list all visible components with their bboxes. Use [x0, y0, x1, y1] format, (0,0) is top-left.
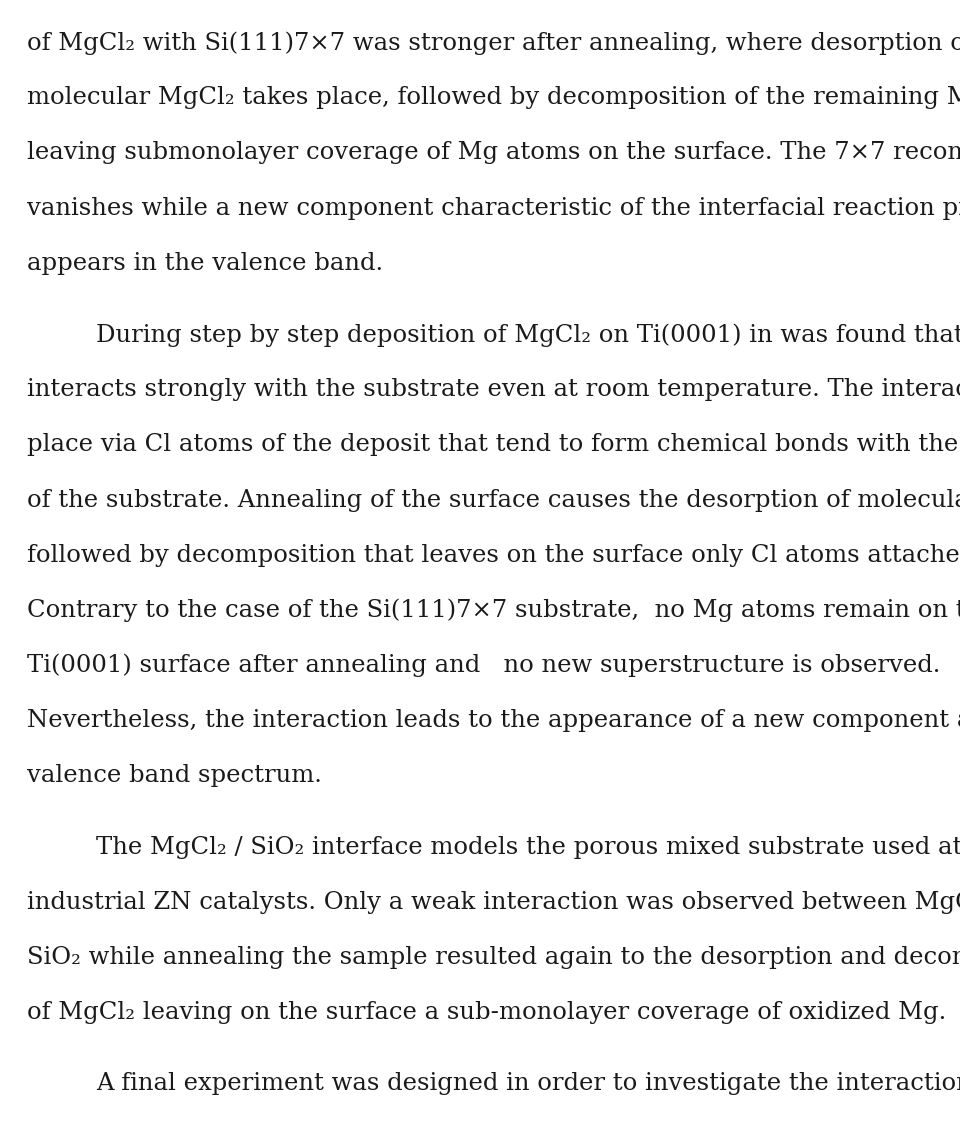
Text: Contrary to the case of the Si(111)7×7 substrate,  no Mg atoms remain on the: Contrary to the case of the Si(111)7×7 s… [27, 599, 960, 622]
Text: vanishes while a new component characteristic of the interfacial reaction produc: vanishes while a new component character… [27, 197, 960, 219]
Text: appears in the valence band.: appears in the valence band. [27, 252, 383, 274]
Text: industrial ZN catalysts. Only a weak interaction was observed between MgCl₂ and: industrial ZN catalysts. Only a weak int… [27, 891, 960, 913]
Text: molecular MgCl₂ takes place, followed by decomposition of the remaining MgCl₂: molecular MgCl₂ takes place, followed by… [27, 86, 960, 109]
Text: of MgCl₂ with Si(111)7×7 was stronger after annealing, where desorption of: of MgCl₂ with Si(111)7×7 was stronger af… [27, 31, 960, 55]
Text: valence band spectrum.: valence band spectrum. [27, 764, 322, 786]
Text: place via Cl atoms of the deposit that tend to form chemical bonds with the Ti a: place via Cl atoms of the deposit that t… [27, 433, 960, 456]
Text: The MgCl₂ / SiO₂ interface models the porous mixed substrate used at the: The MgCl₂ / SiO₂ interface models the po… [96, 836, 960, 858]
Text: leaving submonolayer coverage of Mg atoms on the surface. The 7×7 reconstruction: leaving submonolayer coverage of Mg atom… [27, 141, 960, 164]
Text: SiO₂ while annealing the sample resulted again to the desorption and decompositi: SiO₂ while annealing the sample resulted… [27, 946, 960, 968]
Text: followed by decomposition that leaves on the surface only Cl atoms attached to T: followed by decomposition that leaves on… [27, 544, 960, 566]
Text: Nevertheless, the interaction leads to the appearance of a new component at the: Nevertheless, the interaction leads to t… [27, 709, 960, 731]
Text: During step by step deposition of MgCl₂ on Ti(0001) in was found that MgCl₂: During step by step deposition of MgCl₂ … [96, 323, 960, 347]
Text: interacts strongly with the substrate even at room temperature. The interaction : interacts strongly with the substrate ev… [27, 378, 960, 401]
Text: of the substrate. Annealing of the surface causes the desorption of molecular Mg: of the substrate. Annealing of the surfa… [27, 489, 960, 511]
Text: Ti(0001) surface after annealing and   no new superstructure is observed.: Ti(0001) surface after annealing and no … [27, 654, 940, 677]
Text: A final experiment was designed in order to investigate the interaction: A final experiment was designed in order… [96, 1072, 960, 1095]
Text: of MgCl₂ leaving on the surface a sub-monolayer coverage of oxidized Mg.: of MgCl₂ leaving on the surface a sub-mo… [27, 1001, 947, 1023]
